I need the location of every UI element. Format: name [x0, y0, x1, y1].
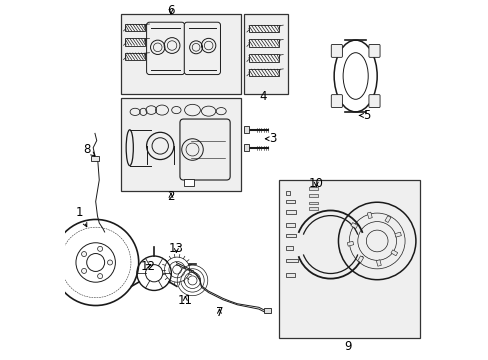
Text: 2: 2 — [167, 190, 174, 203]
Bar — [366, 212, 371, 219]
Bar — [248, 40, 279, 46]
Circle shape — [81, 252, 86, 257]
Bar — [357, 256, 363, 262]
Bar — [285, 259, 298, 262]
Bar — [390, 250, 397, 256]
Bar — [308, 187, 317, 190]
Bar — [248, 69, 279, 76]
Bar — [285, 223, 294, 226]
Bar — [308, 207, 317, 210]
Text: 9: 9 — [344, 339, 351, 352]
Bar — [346, 241, 353, 246]
Bar — [394, 232, 401, 237]
Bar — [376, 260, 381, 266]
Bar — [244, 126, 248, 134]
Bar — [248, 54, 279, 62]
Text: 6: 6 — [167, 4, 174, 17]
Text: 4: 4 — [259, 90, 267, 103]
Bar — [308, 194, 317, 197]
Bar — [278, 180, 419, 338]
Bar — [248, 25, 279, 32]
Text: 5: 5 — [359, 109, 369, 122]
Bar — [125, 24, 145, 31]
FancyBboxPatch shape — [184, 22, 220, 75]
Bar — [121, 14, 241, 94]
Text: 13: 13 — [168, 242, 183, 255]
Bar — [125, 39, 145, 45]
Bar — [285, 234, 296, 237]
Circle shape — [98, 274, 102, 279]
Bar — [244, 14, 287, 94]
FancyBboxPatch shape — [368, 44, 379, 57]
Text: 11: 11 — [178, 294, 192, 307]
Bar — [384, 216, 390, 222]
Bar — [350, 222, 357, 229]
Bar — [285, 200, 294, 203]
FancyBboxPatch shape — [330, 44, 342, 57]
Bar — [285, 211, 296, 214]
Text: 8: 8 — [83, 143, 95, 156]
Bar — [285, 273, 294, 277]
Bar — [285, 191, 289, 195]
Text: 12: 12 — [140, 260, 155, 273]
Circle shape — [98, 246, 102, 251]
Bar — [285, 246, 292, 250]
FancyBboxPatch shape — [180, 119, 230, 180]
Text: 3: 3 — [265, 132, 276, 145]
Circle shape — [81, 269, 86, 274]
Text: 10: 10 — [308, 177, 323, 190]
Bar — [121, 98, 241, 191]
Bar — [91, 156, 99, 161]
FancyBboxPatch shape — [368, 95, 379, 108]
Text: 1: 1 — [76, 206, 86, 227]
FancyBboxPatch shape — [146, 22, 184, 75]
FancyBboxPatch shape — [330, 95, 342, 108]
Bar — [264, 309, 271, 314]
Circle shape — [107, 260, 112, 265]
Bar — [125, 53, 145, 60]
Text: 7: 7 — [215, 306, 223, 319]
Bar — [244, 144, 248, 151]
Bar — [308, 202, 317, 204]
Bar — [183, 179, 194, 186]
